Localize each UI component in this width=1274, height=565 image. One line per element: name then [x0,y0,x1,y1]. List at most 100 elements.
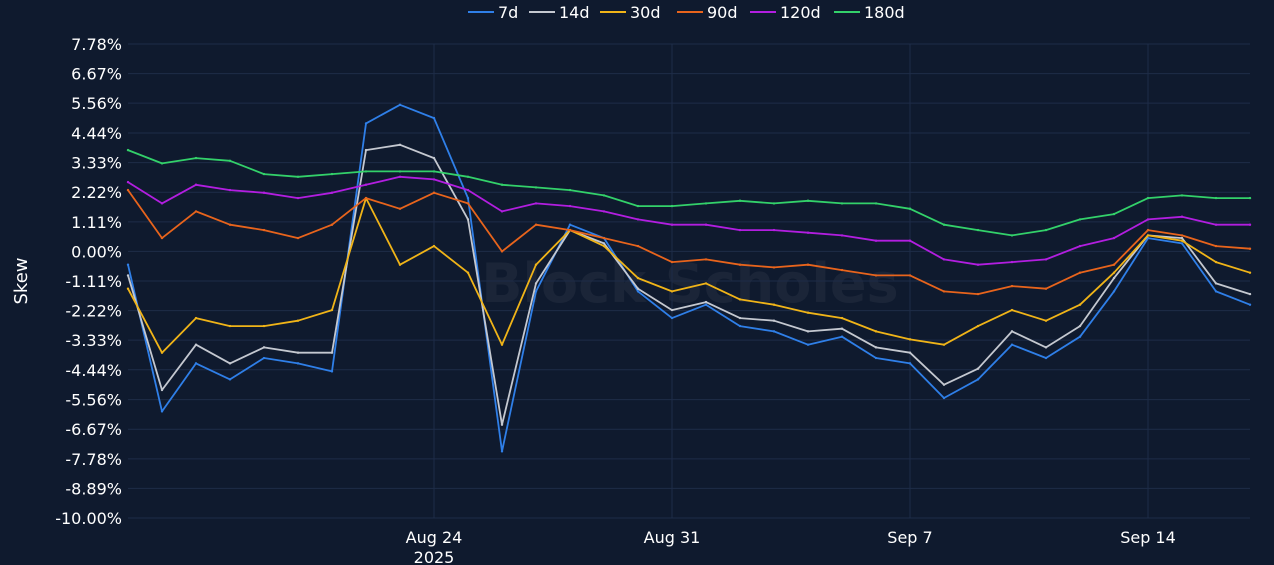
data-point [942,223,946,226]
x-tick-label: Sep 14 [1120,528,1176,547]
data-point [1112,271,1116,274]
data-point [432,191,436,194]
legend[interactable]: 7d 14d 30d 90d 120d 180d [468,3,905,22]
data-point [160,388,164,392]
data-point [1180,236,1184,240]
data-point [806,199,810,202]
data-point [772,228,776,232]
data-point [942,258,946,261]
data-point [738,298,742,301]
data-point [500,183,504,186]
y-tick-label: -4.44% [65,361,122,380]
legend-item-90d[interactable]: 90d [677,3,738,22]
data-point [1044,356,1048,360]
legend-item-7d[interactable]: 7d [468,3,518,22]
data-point [1078,218,1082,221]
data-point [1112,290,1116,293]
data-point [1112,263,1116,266]
data-point [738,316,742,320]
data-point [602,194,606,197]
data-point [330,370,334,373]
data-point [160,410,164,413]
data-point [976,324,980,328]
x-tick-sublabel: 2025 [414,548,455,565]
series-line-30d[interactable] [127,197,1251,354]
data-point [160,236,164,240]
data-point [1180,242,1184,245]
data-point [1112,276,1116,280]
y-tick-label: -1.11% [65,272,122,291]
y-tick-label: 5.56% [71,94,122,113]
data-point [1078,271,1082,274]
series-line-90d[interactable] [127,189,1251,296]
y-tick-label: 0.00% [71,242,122,261]
data-point [942,396,946,400]
series-points-120d [126,175,1252,266]
data-point [602,244,606,248]
data-point [1248,271,1252,274]
data-point [534,202,538,205]
series-line-120d[interactable] [127,175,1250,266]
data-point [704,303,708,306]
data-point [330,308,334,312]
data-point [738,324,742,328]
data-point [874,346,878,349]
data-point [1044,228,1048,232]
series-line-7d[interactable] [127,103,1251,453]
legend-item-30d[interactable]: 30d [600,3,661,22]
data-point [670,260,674,264]
data-point [296,362,300,365]
data-point [874,202,878,205]
data-point [296,319,300,322]
data-point [1214,282,1218,285]
data-point [1146,234,1150,237]
legend-item-14d[interactable]: 14d [529,3,590,22]
data-point [432,244,436,248]
data-point [398,143,402,146]
data-point [1214,223,1218,226]
data-point [1248,196,1252,200]
data-point [1010,284,1014,288]
data-point [738,263,742,266]
data-point [636,204,640,208]
data-point [1146,218,1150,221]
data-point [398,170,402,173]
data-point [840,335,844,338]
data-point [432,178,436,181]
data-point [398,263,402,266]
data-point [1010,308,1014,312]
data-point [1214,196,1218,200]
data-point [840,316,844,320]
data-point [568,223,572,226]
data-point [772,303,776,306]
series-line-180d[interactable] [127,149,1250,237]
data-point [806,311,810,314]
data-point [1010,343,1014,346]
data-point [398,175,402,178]
data-point [1146,196,1150,200]
data-point [398,103,402,106]
series-points-30d [126,196,1252,354]
data-point [126,274,130,277]
data-point [466,196,470,200]
data-point [126,180,130,184]
legend-item-180d[interactable]: 180d [834,3,905,22]
data-point [1112,236,1116,240]
data-point [432,156,436,160]
data-point [262,324,266,328]
data-point [194,210,198,213]
data-point [432,116,436,120]
data-point [364,148,368,152]
legend-item-120d[interactable]: 120d [750,3,821,22]
data-point [670,204,674,208]
data-point [126,188,130,192]
data-point [874,330,878,333]
data-point [976,263,980,266]
series-line-14d[interactable] [127,143,1251,426]
data-point [364,122,368,125]
data-point [1248,303,1252,306]
data-point [534,290,538,293]
data-point [500,423,504,426]
data-point [262,191,266,194]
